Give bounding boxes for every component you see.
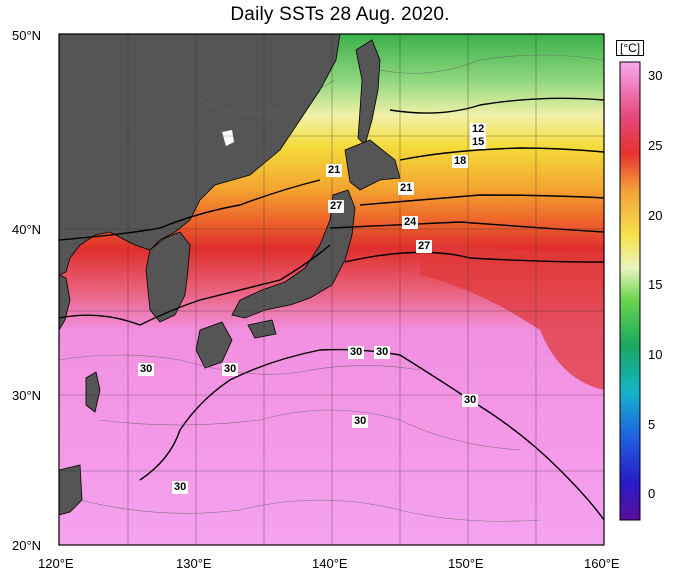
map-title: Daily SSTs 28 Aug. 2020. — [230, 4, 450, 25]
colorbar-tick-20: 20 — [648, 208, 663, 223]
colorbar-tick-25: 25 — [648, 138, 663, 153]
continent-land — [58, 33, 341, 276]
isotherm-label: 30 — [348, 346, 365, 359]
colorbar-tick-0: 0 — [648, 486, 656, 501]
map-frame — [58, 33, 605, 546]
isotherm-label: 30 — [138, 363, 155, 376]
colorbar-tick-5: 5 — [648, 417, 656, 432]
isotherm-label: 30 — [222, 363, 239, 376]
lon-label-160: 160°E — [584, 556, 620, 571]
graticule — [59, 34, 604, 545]
isotherm-label: 18 — [452, 155, 469, 168]
colorbar — [619, 61, 641, 521]
isotherm-label: 15 — [470, 136, 487, 149]
colorbar-tick-15: 15 — [648, 277, 663, 292]
isotherm-label: 12 — [470, 123, 487, 136]
lat-label-20: 20°N — [12, 538, 42, 553]
honshu-land — [231, 189, 356, 319]
isotherm-label: 21 — [326, 164, 343, 177]
lon-label-140: 140°E — [312, 556, 348, 571]
isotherm-label: 30 — [172, 481, 189, 494]
lon-label-150: 150°E — [448, 556, 484, 571]
korea-land — [145, 231, 191, 323]
isotherm-label: 21 — [398, 182, 415, 195]
lat-label-40: 40°N — [12, 222, 42, 237]
sakhalin-land — [355, 39, 381, 146]
isotherm-label: 24 — [402, 216, 419, 229]
isotherm-label: 30 — [352, 415, 369, 428]
colorbar-tick-30: 30 — [648, 68, 663, 83]
lon-label-130: 130°E — [176, 556, 212, 571]
lon-label-120: 120°E — [38, 556, 74, 571]
warm-current — [420, 240, 604, 390]
isotherm-label: 30 — [374, 346, 391, 359]
thin-contours — [58, 54, 605, 522]
colorbar-tick-10: 10 — [648, 347, 663, 362]
isotherm-label: 27 — [416, 240, 433, 253]
hokkaido-land — [344, 139, 401, 191]
colorbar-unit: [°C] — [616, 40, 645, 56]
lat-label-50: 50°N — [12, 28, 42, 43]
taiwan-land — [85, 371, 101, 413]
lake-shape — [222, 130, 234, 146]
isotherm-label: 30 — [462, 394, 479, 407]
lat-label-30: 30°N — [12, 388, 42, 403]
isotherm-label: 27 — [328, 200, 345, 213]
